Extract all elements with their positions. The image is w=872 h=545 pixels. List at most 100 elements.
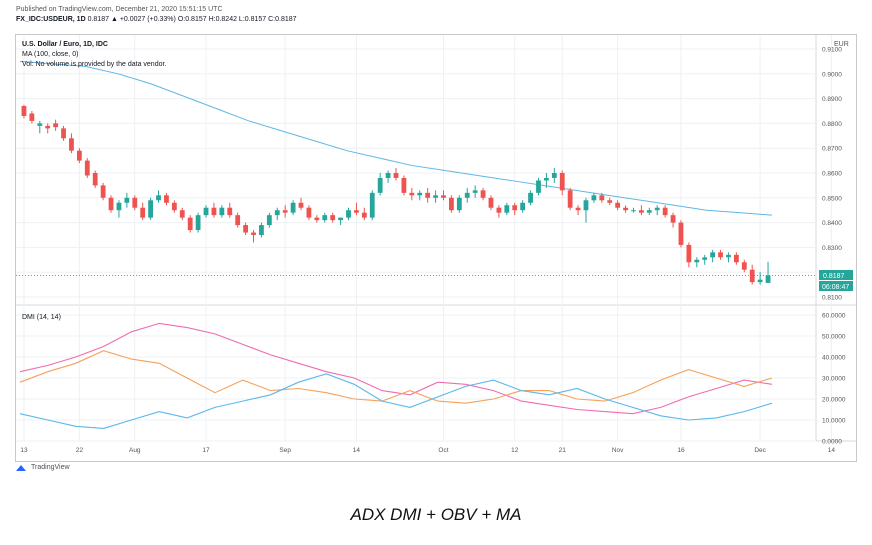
candle-body	[235, 215, 241, 226]
tradingview-logo[interactable]: TradingView	[16, 464, 70, 471]
symbol-name: FX_IDC:USDEUR, 1D	[16, 16, 86, 23]
candle-body	[480, 190, 486, 198]
candle-body	[195, 215, 201, 231]
candles-layer	[21, 104, 771, 285]
price-tag: 0.8187	[823, 273, 845, 280]
candle-body	[654, 207, 660, 211]
candle-body	[243, 225, 248, 233]
time-tick-label: 14	[828, 447, 836, 454]
candle-body	[21, 106, 27, 116]
axes-layer: 0.9100 0.9000 0.8900 0.8800 0.8700 0.8600 0.85…	[20, 47, 846, 455]
candle-body	[92, 173, 98, 186]
dmi-tick-label: 30.0000	[822, 376, 846, 383]
minus-di-line	[19, 373, 773, 429]
chart-container[interactable]: 0.9100 0.9000 0.8900 0.8800 0.8700 0.8600 0.85…	[15, 34, 857, 462]
candle-body	[449, 197, 454, 211]
candle-body	[259, 225, 264, 235]
price-legend-ma: MA (100, close, 0)	[22, 51, 78, 58]
candle-body	[694, 259, 700, 263]
time-tick-label: Nov	[612, 447, 624, 454]
candle-body	[330, 215, 336, 221]
candle-body	[314, 217, 320, 221]
candle-body	[132, 197, 138, 208]
candle-body	[179, 210, 185, 218]
price-tick-label: 0.8600	[822, 171, 842, 178]
candle-body	[76, 150, 82, 161]
price-tick-label: 0.8800	[822, 121, 842, 128]
candle-body	[678, 222, 684, 245]
candle-body	[409, 192, 415, 196]
price-tick-label: 0.8400	[822, 220, 842, 227]
candle-body	[646, 210, 652, 213]
candle-body	[528, 192, 533, 203]
time-tick-label: 12	[511, 447, 519, 454]
candle-body	[385, 173, 391, 178]
candle-body	[710, 252, 716, 258]
dmi-tick-label: 60.0000	[822, 313, 846, 320]
candle-body	[425, 192, 431, 198]
time-tick-label: 14	[353, 447, 361, 454]
dmi-tick-label: 0.0000	[822, 439, 842, 446]
time-tick-label: 16	[677, 447, 685, 454]
candle-body	[187, 217, 193, 231]
candle-body	[251, 232, 256, 235]
candle-body	[472, 190, 478, 193]
candle-body	[45, 125, 51, 129]
candle-body	[377, 177, 383, 193]
candle-body	[203, 207, 209, 216]
ohlc-values: O:0.8157 H:0.8242 L:0.8157 C:0.8187	[177, 16, 297, 23]
candle-body	[749, 269, 755, 283]
candle-body	[37, 123, 43, 126]
time-tick-label: Sep	[279, 447, 291, 454]
candle-body	[504, 205, 510, 213]
adx-line	[19, 322, 773, 415]
price-legend-title: U.S. Dollar / Euro, 1D, IDC	[22, 41, 108, 48]
candle-body	[354, 210, 359, 213]
dmi-tick-label: 50.0000	[822, 334, 846, 341]
candle-body	[29, 113, 35, 121]
candle-body	[496, 207, 502, 213]
candle-body	[69, 138, 74, 151]
candle-body	[140, 207, 146, 218]
ma-layer	[16, 60, 816, 276]
candle-body	[369, 192, 375, 218]
price-tick-label: 0.8300	[822, 245, 842, 252]
time-tick-label: 22	[76, 447, 84, 454]
time-tick-label: 13	[20, 447, 28, 454]
candle-body	[733, 254, 739, 263]
candle-body	[551, 173, 557, 178]
candle-body	[361, 212, 367, 218]
price-legend-vol: Vol: No volume is provided by the data v…	[22, 61, 166, 68]
currency-label: EUR	[834, 41, 849, 48]
plus-di-line	[19, 350, 773, 404]
candle-body	[433, 195, 438, 198]
price-tick-label: 0.8700	[822, 146, 842, 153]
symbol-line: FX_IDC:USDEUR, 1D 0.8187 ▲ +0.0027 (+0.3…	[16, 16, 297, 23]
candle-body	[765, 275, 771, 283]
candle-body	[512, 205, 518, 211]
price-tick-label: 0.8100	[822, 295, 842, 302]
dmi-layer	[19, 322, 773, 429]
time-tick-label: Oct	[438, 447, 448, 454]
candle-body	[417, 192, 423, 196]
candle-body	[559, 173, 565, 191]
candle-body	[346, 210, 351, 218]
candle-body	[741, 262, 747, 270]
price-tick-label: 0.9000	[822, 71, 842, 78]
time-tick-label: 17	[202, 447, 210, 454]
chart-svg[interactable]: 0.9100 0.9000 0.8900 0.8800 0.8700 0.8600 0.85…	[16, 35, 856, 461]
price-tick-label: 0.8500	[822, 195, 842, 202]
candle-body	[219, 207, 225, 216]
candle-body	[274, 210, 280, 216]
candle-body	[670, 215, 676, 223]
candle-body	[615, 202, 621, 208]
price-tick-label: 0.8900	[822, 96, 842, 103]
candle-body	[298, 202, 304, 208]
candle-body	[338, 217, 343, 221]
candle-body	[607, 200, 613, 203]
candle-body	[623, 207, 628, 211]
candle-body	[575, 207, 581, 211]
candle-body	[631, 210, 636, 212]
candle-body	[211, 207, 217, 216]
tradingview-icon	[16, 464, 28, 471]
